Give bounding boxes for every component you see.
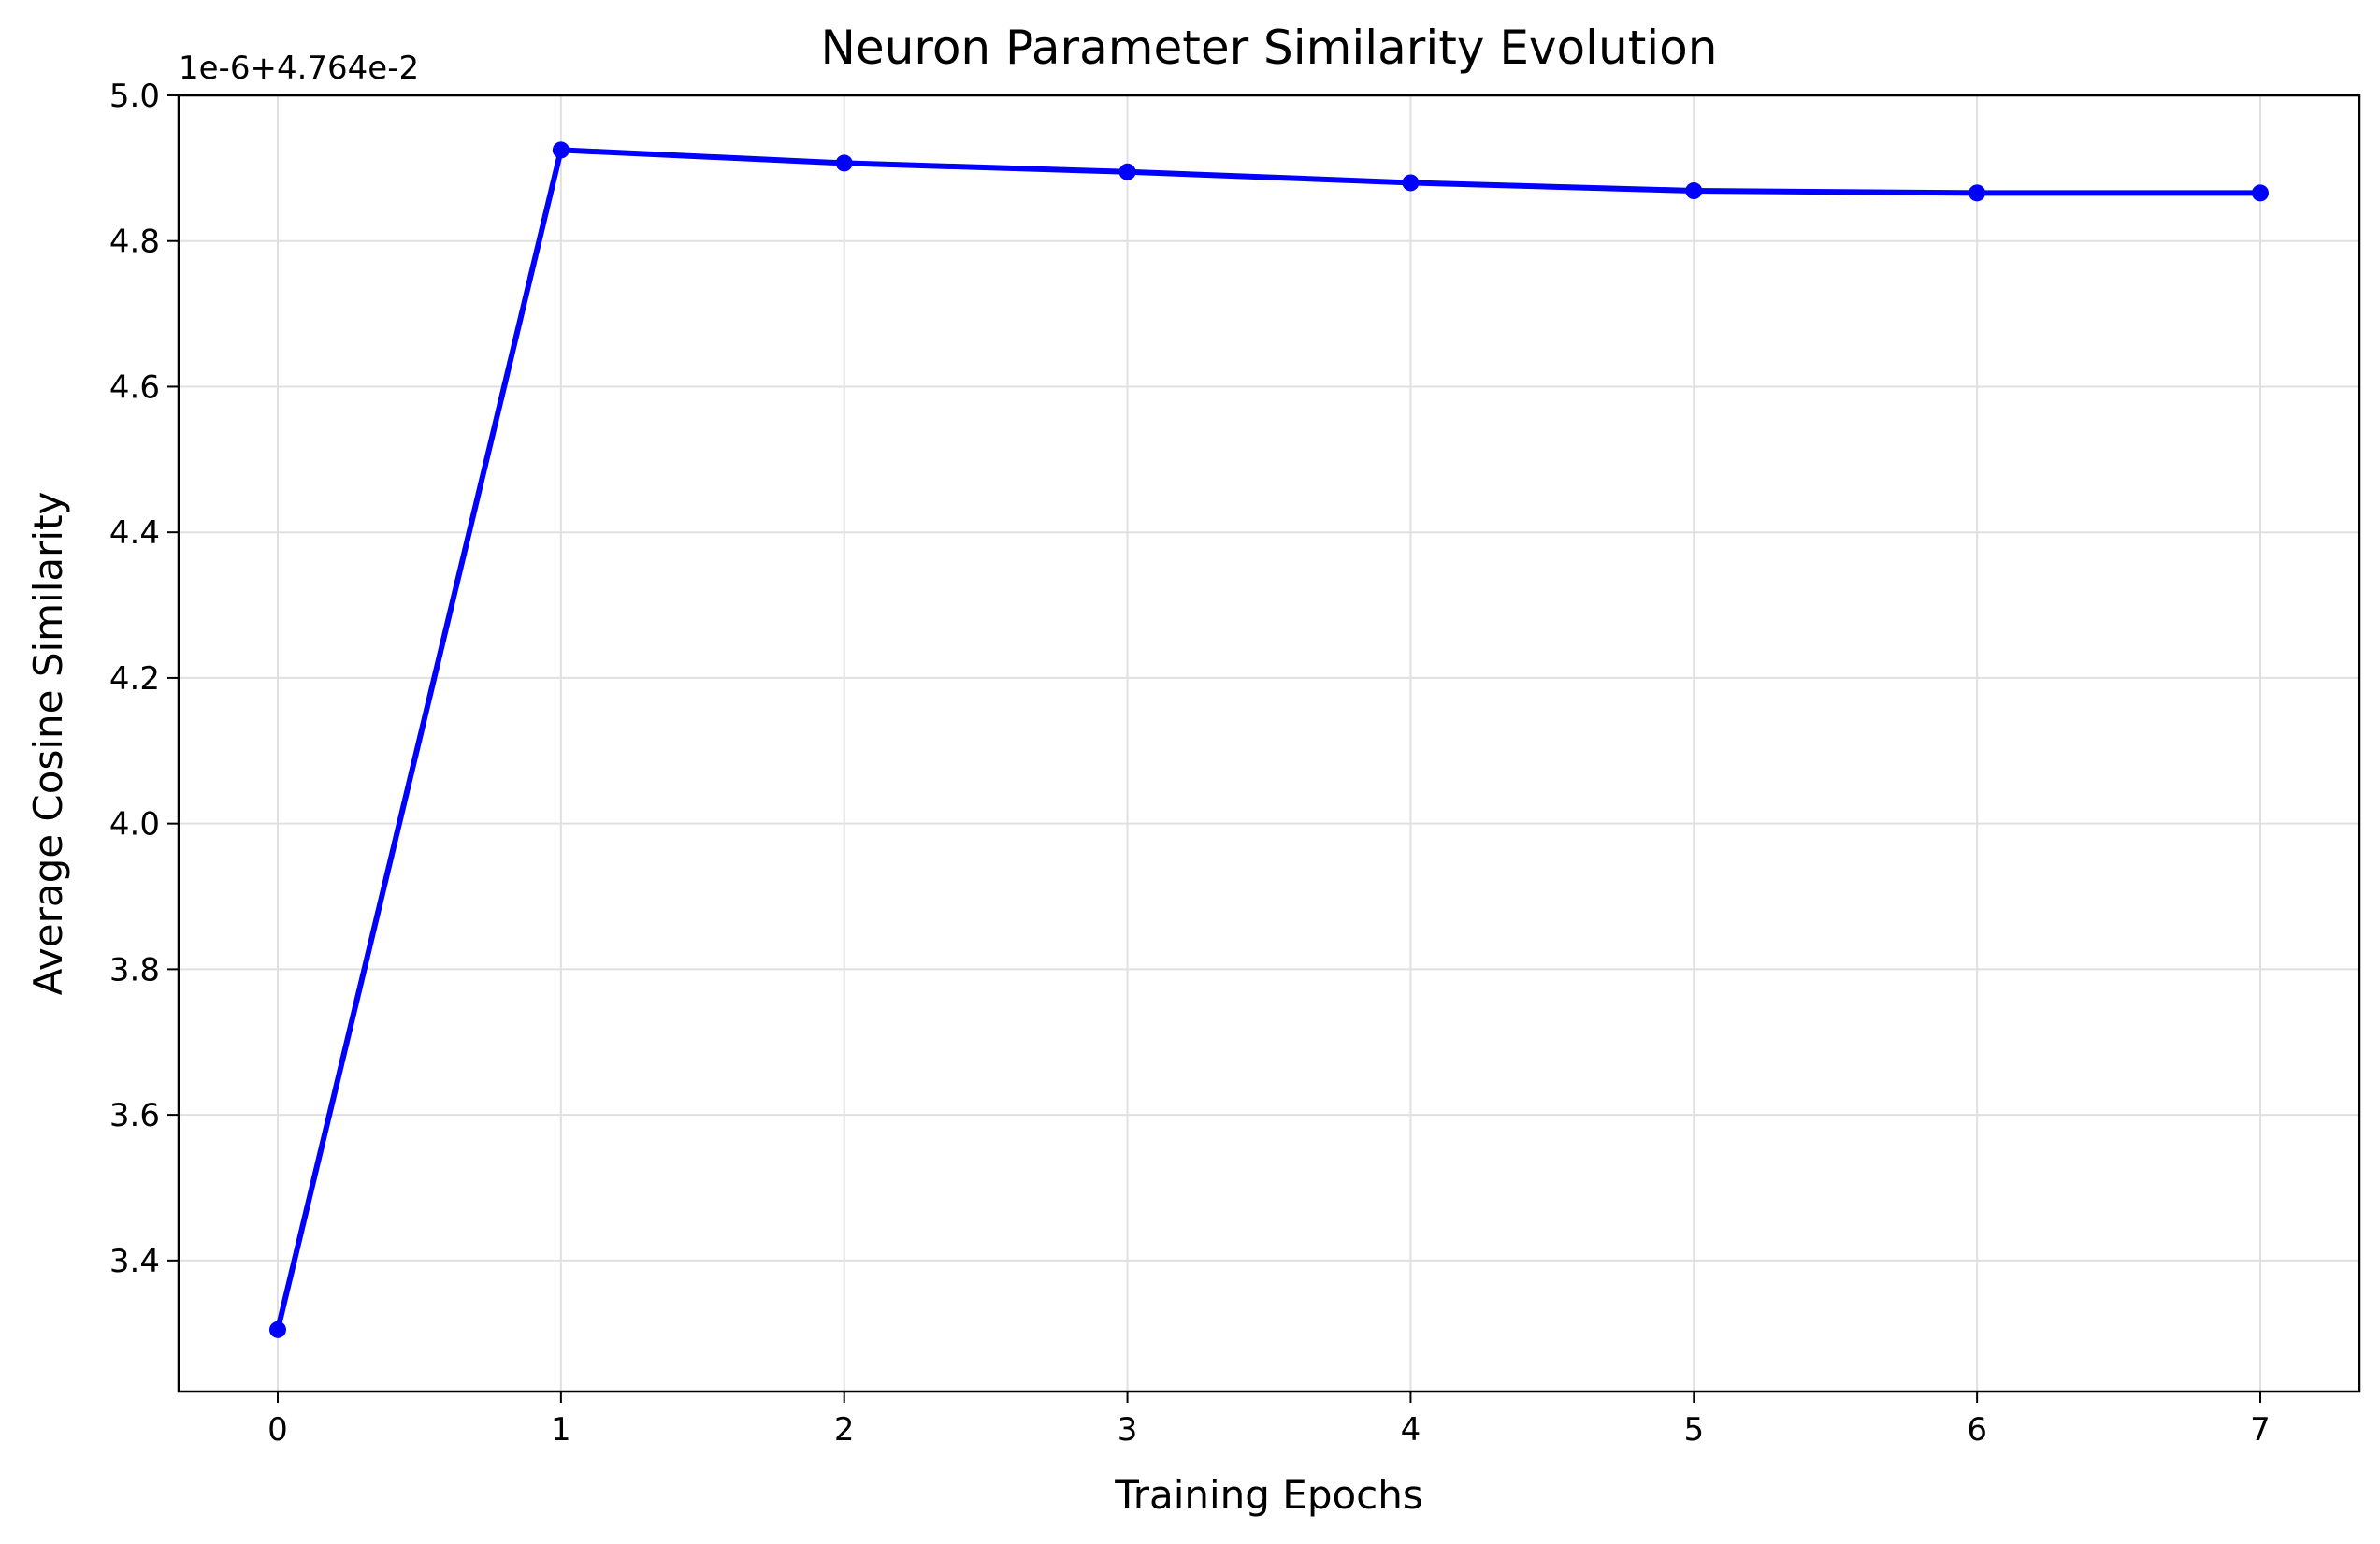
x-tick-label: 0 — [267, 1411, 288, 1449]
y-tick-label: 3.4 — [109, 1243, 160, 1280]
x-tick-label: 2 — [834, 1411, 855, 1449]
x-axis-label: Training Epochs — [1114, 1472, 1423, 1518]
x-tick-label: 3 — [1118, 1411, 1138, 1449]
y-tick-label: 4.4 — [109, 514, 160, 552]
y-axis-offset-label: 1e-6+4.764e-2 — [179, 50, 419, 87]
plot-area — [177, 94, 2361, 1393]
y-axis-ticks: 3.4 3.6 3.8 4.0 4.2 4.4 4.6 4.8 5.0 — [109, 78, 179, 1280]
x-tick-label: 5 — [1683, 1411, 1704, 1449]
y-axis-label: Average Cosine Similarity — [25, 492, 71, 996]
y-tick-label: 4.6 — [109, 368, 160, 406]
x-axis-ticks: 0 1 2 3 4 5 6 7 — [267, 1392, 2271, 1449]
y-tick-label: 4.0 — [109, 806, 160, 844]
x-tick-label: 7 — [2250, 1411, 2271, 1449]
data-point — [269, 1320, 286, 1338]
data-point — [835, 154, 853, 172]
data-point — [1402, 174, 1420, 192]
series-line — [275, 147, 2263, 1333]
axes-frame — [177, 94, 2361, 1393]
x-tick-label: 6 — [1967, 1411, 1987, 1449]
data-point — [1118, 163, 1136, 180]
x-tick-label: 1 — [551, 1411, 571, 1449]
x-tick-label: 4 — [1401, 1411, 1421, 1449]
data-point — [552, 141, 570, 159]
y-tick-label: 4.2 — [109, 660, 160, 698]
y-tick-label: 5.0 — [109, 78, 160, 115]
series-layer — [269, 141, 2269, 1338]
y-tick-label: 3.8 — [109, 951, 160, 988]
data-point — [1685, 182, 1703, 200]
y-tick-label: 4.8 — [109, 224, 160, 261]
chart-title: Neuron Parameter Similarity Evolution — [821, 21, 1718, 75]
y-tick-label: 3.6 — [109, 1097, 160, 1134]
data-point — [1969, 184, 1986, 202]
data-point — [2252, 184, 2269, 202]
